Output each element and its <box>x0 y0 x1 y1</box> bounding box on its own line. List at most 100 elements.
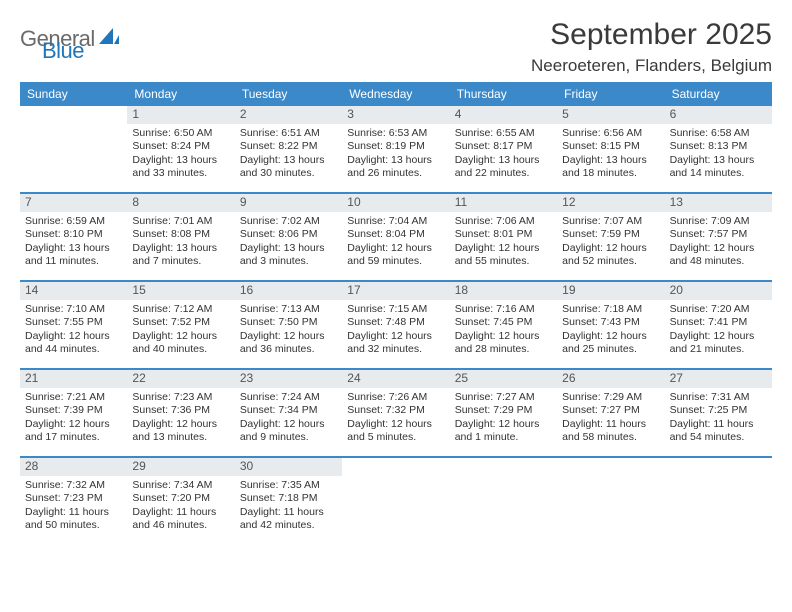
day-number: 17 <box>342 282 449 300</box>
daylight-text: Daylight: 13 hours and 22 minutes. <box>455 154 552 181</box>
day-number: 26 <box>557 370 664 388</box>
sunset-text: Sunset: 8:19 PM <box>347 140 444 153</box>
day-number-text: 7 <box>25 195 32 210</box>
day-cell: 27Sunrise: 7:31 AMSunset: 7:25 PMDayligh… <box>665 370 772 456</box>
day-number: 19 <box>557 282 664 300</box>
daylight-text: Daylight: 12 hours and 40 minutes. <box>132 330 229 357</box>
daylight-text: Daylight: 13 hours and 14 minutes. <box>670 154 767 181</box>
day-body: Sunrise: 7:27 AMSunset: 7:29 PMDaylight:… <box>450 388 557 449</box>
sunset-text: Sunset: 7:52 PM <box>132 316 229 329</box>
day-number-text: 20 <box>670 283 683 298</box>
daylight-text: Daylight: 11 hours and 58 minutes. <box>562 418 659 445</box>
sunset-text: Sunset: 7:23 PM <box>25 492 122 505</box>
daylight-text: Daylight: 12 hours and 17 minutes. <box>25 418 122 445</box>
day-cell: 20Sunrise: 7:20 AMSunset: 7:41 PMDayligh… <box>665 282 772 368</box>
daylight-text: Daylight: 12 hours and 28 minutes. <box>455 330 552 357</box>
day-number: 24 <box>342 370 449 388</box>
day-body: Sunrise: 7:06 AMSunset: 8:01 PMDaylight:… <box>450 212 557 273</box>
dow-cell: Saturday <box>665 82 772 106</box>
day-number <box>450 458 557 476</box>
day-number: 29 <box>127 458 234 476</box>
day-number-text: 1 <box>132 107 139 122</box>
day-cell: 8Sunrise: 7:01 AMSunset: 8:08 PMDaylight… <box>127 194 234 280</box>
sunset-text: Sunset: 7:57 PM <box>670 228 767 241</box>
day-body: Sunrise: 7:34 AMSunset: 7:20 PMDaylight:… <box>127 476 234 537</box>
day-number: 7 <box>20 194 127 212</box>
day-number <box>342 458 449 476</box>
day-number: 11 <box>450 194 557 212</box>
day-number-text: 3 <box>347 107 354 122</box>
day-cell: 7 Sunrise: 6:59 AMSunset: 8:10 PMDaylight… <box>20 194 127 280</box>
day-cell: 26Sunrise: 7:29 AMSunset: 7:27 PMDayligh… <box>557 370 664 456</box>
day-number-text: 19 <box>562 283 575 298</box>
sunset-text: Sunset: 8:13 PM <box>670 140 767 153</box>
sunrise-text: Sunrise: 7:21 AM <box>25 391 122 404</box>
day-number-text: 21 <box>25 371 38 386</box>
day-cell: 4Sunrise: 6:55 AMSunset: 8:17 PMDaylight… <box>450 106 557 192</box>
day-number-text: 9 <box>240 195 247 210</box>
sunrise-text: Sunrise: 7:07 AM <box>562 215 659 228</box>
day-number: 30 <box>235 458 342 476</box>
day-number <box>665 458 772 476</box>
day-cell: 23Sunrise: 7:24 AMSunset: 7:34 PMDayligh… <box>235 370 342 456</box>
day-number: 13 <box>665 194 772 212</box>
daylight-text: Daylight: 12 hours and 1 minute. <box>455 418 552 445</box>
sunrise-text: Sunrise: 7:24 AM <box>240 391 337 404</box>
daylight-text: Daylight: 11 hours and 46 minutes. <box>132 506 229 533</box>
day-number: 22 <box>127 370 234 388</box>
daylight-text: Daylight: 13 hours and 11 minutes. <box>25 242 122 269</box>
daylight-text: Daylight: 12 hours and 21 minutes. <box>670 330 767 357</box>
sunrise-text: Sunrise: 7:06 AM <box>455 215 552 228</box>
sunset-text: Sunset: 8:15 PM <box>562 140 659 153</box>
sunset-text: Sunset: 8:24 PM <box>132 140 229 153</box>
day-body: Sunrise: 7:18 AMSunset: 7:43 PMDaylight:… <box>557 300 664 361</box>
daylight-text: Daylight: 12 hours and 55 minutes. <box>455 242 552 269</box>
day-cell: 30Sunrise: 7:35 AMSunset: 7:18 PMDayligh… <box>235 458 342 544</box>
daylight-text: Daylight: 11 hours and 50 minutes. <box>25 506 122 533</box>
day-number-text: 10 <box>347 195 360 210</box>
daylight-text: Daylight: 12 hours and 52 minutes. <box>562 242 659 269</box>
day-cell: 19 Sunrise: 7:18 AMSunset: 7:43 PMDayligh… <box>557 282 664 368</box>
day-number: 15 <box>127 282 234 300</box>
daylight-text: Daylight: 12 hours and 9 minutes. <box>240 418 337 445</box>
day-number: 3 <box>342 106 449 124</box>
sunrise-text: Sunrise: 6:58 AM <box>670 127 767 140</box>
sunset-text: Sunset: 8:01 PM <box>455 228 552 241</box>
sunset-text: Sunset: 8:04 PM <box>347 228 444 241</box>
day-number-text: 30 <box>240 459 253 474</box>
sunset-text: Sunset: 7:32 PM <box>347 404 444 417</box>
weeks-container: 1Sunrise: 6:50 AMSunset: 8:24 PMDaylight… <box>20 106 772 544</box>
day-body: Sunrise: 7:29 AMSunset: 7:27 PMDaylight:… <box>557 388 664 449</box>
day-cell: 24Sunrise: 7:26 AMSunset: 7:32 PMDayligh… <box>342 370 449 456</box>
sunrise-text: Sunrise: 6:53 AM <box>347 127 444 140</box>
day-body: Sunrise: 7:02 AMSunset: 8:06 PMDaylight:… <box>235 212 342 273</box>
sunrise-text: Sunrise: 7:34 AM <box>132 479 229 492</box>
sunset-text: Sunset: 8:22 PM <box>240 140 337 153</box>
day-cell: 9 Sunrise: 7:02 AMSunset: 8:06 PMDaylight… <box>235 194 342 280</box>
sunrise-text: Sunrise: 7:26 AM <box>347 391 444 404</box>
day-cell: 14Sunrise: 7:10 AMSunset: 7:55 PMDayligh… <box>20 282 127 368</box>
day-cell: 2Sunrise: 6:51 AMSunset: 8:22 PMDaylight… <box>235 106 342 192</box>
daylight-text: Daylight: 13 hours and 26 minutes. <box>347 154 444 181</box>
daylight-text: Daylight: 13 hours and 18 minutes. <box>562 154 659 181</box>
sunrise-text: Sunrise: 7:09 AM <box>670 215 767 228</box>
day-number <box>557 458 664 476</box>
sunrise-text: Sunrise: 6:59 AM <box>25 215 122 228</box>
sunrise-text: Sunrise: 7:16 AM <box>455 303 552 316</box>
day-body: Sunrise: 7:24 AMSunset: 7:34 PMDaylight:… <box>235 388 342 449</box>
day-number: 23 <box>235 370 342 388</box>
sunset-text: Sunset: 7:45 PM <box>455 316 552 329</box>
month-title: September 2025 <box>531 18 772 52</box>
day-cell: 28Sunrise: 7:32 AMSunset: 7:23 PMDayligh… <box>20 458 127 544</box>
day-cell <box>342 458 449 544</box>
day-cell: 29Sunrise: 7:34 AMSunset: 7:20 PMDayligh… <box>127 458 234 544</box>
daylight-text: Daylight: 12 hours and 36 minutes. <box>240 330 337 357</box>
day-number: 14 <box>20 282 127 300</box>
day-cell: 10Sunrise: 7:04 AMSunset: 8:04 PMDayligh… <box>342 194 449 280</box>
day-body: Sunrise: 7:31 AMSunset: 7:25 PMDaylight:… <box>665 388 772 449</box>
dow-cell: Monday <box>127 82 234 106</box>
day-number: 9 <box>235 194 342 212</box>
day-body: Sunrise: 6:59 AMSunset: 8:10 PMDaylight:… <box>20 212 127 273</box>
brand-sail-icon <box>99 28 119 51</box>
day-cell: 1Sunrise: 6:50 AMSunset: 8:24 PMDaylight… <box>127 106 234 192</box>
